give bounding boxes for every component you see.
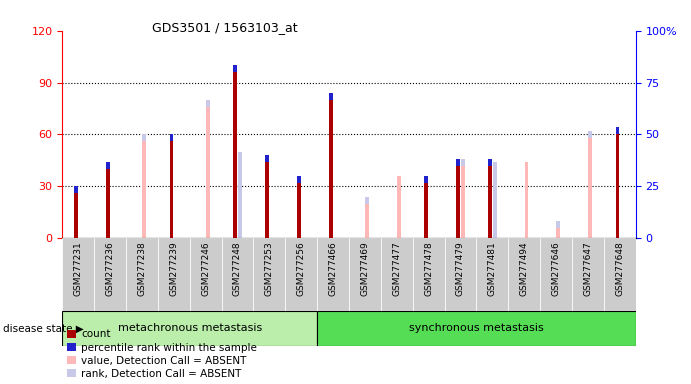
Bar xyxy=(572,238,604,311)
Text: metachronous metastasis: metachronous metastasis xyxy=(117,323,262,333)
Bar xyxy=(317,238,349,311)
Bar xyxy=(297,176,301,238)
Text: GSM277646: GSM277646 xyxy=(551,242,560,296)
Bar xyxy=(488,159,492,166)
Bar xyxy=(169,134,173,238)
Bar xyxy=(616,127,619,134)
Bar xyxy=(62,311,317,346)
Bar xyxy=(349,238,381,311)
Text: GSM277246: GSM277246 xyxy=(201,242,210,296)
Text: GSM277253: GSM277253 xyxy=(265,242,274,296)
Bar xyxy=(381,238,413,311)
Text: GDS3501 / 1563103_at: GDS3501 / 1563103_at xyxy=(152,21,298,34)
Bar xyxy=(476,238,509,311)
Bar xyxy=(189,238,222,311)
Text: GSM277647: GSM277647 xyxy=(583,242,592,296)
Bar xyxy=(265,155,269,162)
Bar xyxy=(397,176,401,238)
Legend: count, percentile rank within the sample, value, Detection Call = ABSENT, rank, : count, percentile rank within the sample… xyxy=(68,329,257,379)
Text: GSM277238: GSM277238 xyxy=(138,242,146,296)
Bar xyxy=(106,162,110,169)
Bar xyxy=(317,311,636,346)
Bar xyxy=(366,197,369,238)
Bar xyxy=(142,134,146,238)
Bar xyxy=(461,159,464,238)
Bar xyxy=(74,186,78,193)
Text: GSM277466: GSM277466 xyxy=(328,242,337,296)
Bar xyxy=(234,65,237,238)
Bar xyxy=(74,186,78,238)
Text: GSM277481: GSM277481 xyxy=(488,242,497,296)
Text: GSM277231: GSM277231 xyxy=(74,242,83,296)
Text: disease state ▶: disease state ▶ xyxy=(3,323,84,333)
Bar xyxy=(169,134,173,141)
Bar xyxy=(106,162,110,238)
Bar xyxy=(488,159,492,238)
Text: GSM277477: GSM277477 xyxy=(392,242,401,296)
Bar xyxy=(524,162,529,238)
Bar xyxy=(297,176,301,183)
Bar xyxy=(206,100,210,238)
Text: GSM277239: GSM277239 xyxy=(169,242,178,296)
Bar xyxy=(94,238,126,311)
Bar xyxy=(62,238,94,311)
Bar xyxy=(285,238,317,311)
Bar xyxy=(588,131,592,138)
Bar xyxy=(126,238,158,311)
Text: GSM277479: GSM277479 xyxy=(456,242,465,296)
Bar xyxy=(254,238,285,311)
Bar xyxy=(238,152,242,238)
Text: synchronous metastasis: synchronous metastasis xyxy=(409,323,544,333)
Bar xyxy=(461,159,464,166)
Text: GSM277648: GSM277648 xyxy=(615,242,624,296)
Bar xyxy=(424,176,428,238)
Bar xyxy=(540,238,572,311)
Text: GSM277256: GSM277256 xyxy=(296,242,305,296)
Bar xyxy=(424,176,428,183)
Bar xyxy=(206,100,210,107)
Bar xyxy=(329,93,332,238)
Bar xyxy=(413,238,444,311)
Text: GSM277248: GSM277248 xyxy=(233,242,242,296)
Bar xyxy=(588,131,592,238)
Bar xyxy=(509,238,540,311)
Bar xyxy=(604,238,636,311)
Bar xyxy=(556,221,560,238)
Bar xyxy=(234,65,237,72)
Bar xyxy=(556,221,560,228)
Bar xyxy=(329,93,332,100)
Bar xyxy=(444,238,476,311)
Text: GSM277478: GSM277478 xyxy=(424,242,433,296)
Bar xyxy=(158,238,189,311)
Bar xyxy=(493,162,497,238)
Bar xyxy=(142,134,146,141)
Bar xyxy=(456,159,460,166)
Bar xyxy=(265,155,269,238)
Text: GSM277236: GSM277236 xyxy=(106,242,115,296)
Bar xyxy=(222,238,254,311)
Text: GSM277494: GSM277494 xyxy=(520,242,529,296)
Bar xyxy=(616,127,619,238)
Bar xyxy=(366,197,369,204)
Bar xyxy=(456,159,460,238)
Text: GSM277469: GSM277469 xyxy=(361,242,370,296)
